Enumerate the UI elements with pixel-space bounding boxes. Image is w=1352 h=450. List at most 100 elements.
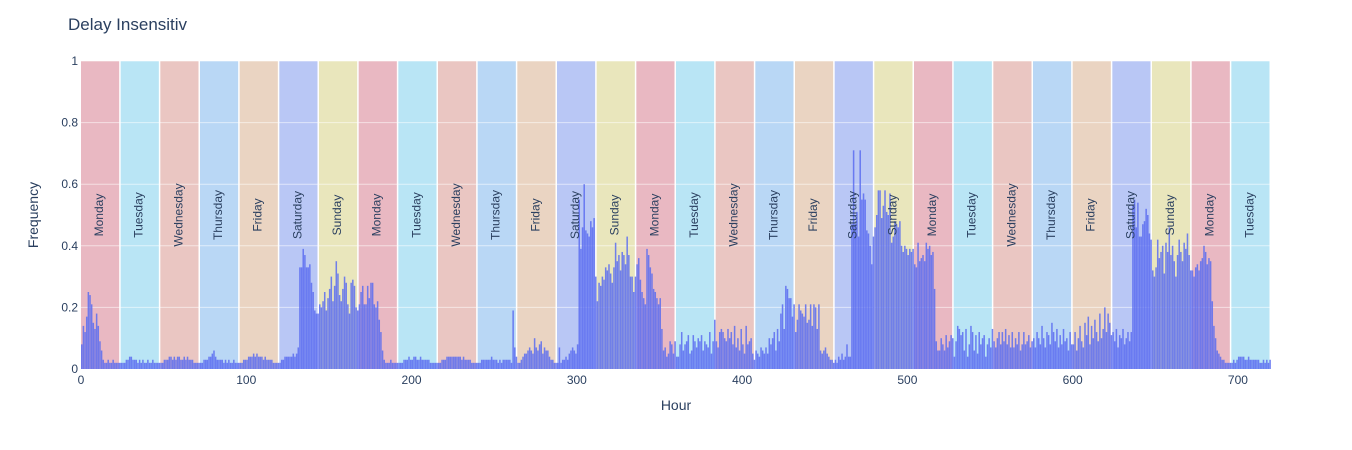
day-band-10 xyxy=(477,61,516,369)
bar-355 xyxy=(667,353,670,369)
bar-100 xyxy=(246,359,248,369)
bar-639 xyxy=(1137,202,1139,369)
bar-614 xyxy=(1095,332,1098,369)
bar-480 xyxy=(874,227,876,369)
bar-427 xyxy=(786,288,789,369)
bar-247 xyxy=(489,359,491,369)
bar-281 xyxy=(545,350,547,369)
bar-306 xyxy=(586,233,589,369)
bar-691 xyxy=(1223,359,1225,369)
bar-214 xyxy=(434,362,437,369)
bar-401 xyxy=(743,353,746,369)
bar-663 xyxy=(1176,255,1179,369)
bar-184 xyxy=(385,362,387,369)
bar-277 xyxy=(538,344,541,369)
bar-61 xyxy=(181,359,184,369)
bar-193 xyxy=(399,362,402,369)
bar-162 xyxy=(348,313,351,369)
bar-673 xyxy=(1193,276,1195,369)
bar-17 xyxy=(109,362,111,369)
bar-509 xyxy=(922,255,924,369)
bar-211 xyxy=(429,362,432,369)
bar-598 xyxy=(1069,332,1071,369)
day-label-16: Wednesday xyxy=(727,183,741,246)
bar-483 xyxy=(879,190,881,369)
bar-420 xyxy=(775,350,777,369)
bar-582 xyxy=(1042,338,1045,369)
bar-665 xyxy=(1180,251,1182,369)
bar-485 xyxy=(882,205,885,369)
bar-257 xyxy=(505,359,508,369)
bar-35 xyxy=(138,359,141,369)
bar-525 xyxy=(948,341,951,369)
bar-101 xyxy=(247,356,250,369)
bar-238 xyxy=(474,362,476,369)
bar-709 xyxy=(1252,359,1255,369)
bar-56 xyxy=(173,356,176,369)
bar-143 xyxy=(317,313,319,369)
bar-654 xyxy=(1161,245,1164,369)
bar-558 xyxy=(1003,341,1005,369)
day-band-11 xyxy=(517,61,556,369)
bar-633 xyxy=(1127,332,1129,369)
bar-453 xyxy=(829,359,832,369)
bar-385 xyxy=(717,347,719,369)
bar-518 xyxy=(937,350,939,369)
bar-37 xyxy=(142,359,144,369)
bar-682 xyxy=(1208,258,1210,369)
bar-41 xyxy=(148,362,151,369)
bar-327 xyxy=(621,251,623,369)
bar-451 xyxy=(826,353,828,369)
bar-542 xyxy=(976,353,979,369)
bar-333 xyxy=(631,276,633,369)
bar-13 xyxy=(102,359,105,369)
bar-454 xyxy=(831,359,833,369)
bar-176 xyxy=(371,282,374,369)
bar-622 xyxy=(1109,322,1111,369)
bar-138 xyxy=(309,264,311,369)
day-label-15: Tuesday xyxy=(687,192,701,238)
bar-177 xyxy=(373,304,376,369)
bar-290 xyxy=(560,362,562,369)
bar-314 xyxy=(599,285,602,369)
bar-482 xyxy=(877,190,880,369)
day-label-11: Friday xyxy=(528,198,542,231)
bar-201 xyxy=(413,356,415,369)
bar-608 xyxy=(1085,335,1088,369)
bar-520 xyxy=(940,338,942,369)
bar-356 xyxy=(669,341,671,369)
bar-264 xyxy=(517,362,519,369)
bar-413 xyxy=(763,353,766,369)
bar-698 xyxy=(1234,362,1237,369)
bar-353 xyxy=(664,347,666,369)
bar-83 xyxy=(218,359,220,369)
bar-364 xyxy=(682,350,685,369)
day-label-18: Friday xyxy=(806,198,820,231)
bar-220 xyxy=(444,359,447,369)
bar-641 xyxy=(1140,236,1142,369)
bar-108 xyxy=(259,356,262,369)
x-tick-label-3: 300 xyxy=(567,373,587,387)
bar-365 xyxy=(684,344,686,369)
bar-596 xyxy=(1066,338,1068,369)
bar-375 xyxy=(700,335,703,369)
bar-676 xyxy=(1198,270,1200,369)
bar-94 xyxy=(236,362,238,369)
bar-524 xyxy=(947,347,949,369)
day-label-21: Monday xyxy=(925,194,939,237)
bar-129 xyxy=(294,356,296,369)
bar-697 xyxy=(1232,359,1235,369)
bar-255 xyxy=(502,359,504,369)
bar-126 xyxy=(289,356,291,369)
bar-561 xyxy=(1008,335,1010,369)
bar-406 xyxy=(752,353,754,369)
bar-603 xyxy=(1077,338,1080,369)
bar-119 xyxy=(277,362,280,369)
bar-319 xyxy=(608,264,610,369)
bar-502 xyxy=(910,251,913,369)
bar-580 xyxy=(1039,344,1042,369)
bar-117 xyxy=(274,362,276,369)
bar-68 xyxy=(193,362,195,369)
bar-478 xyxy=(871,264,873,369)
bar-579 xyxy=(1037,338,1040,369)
